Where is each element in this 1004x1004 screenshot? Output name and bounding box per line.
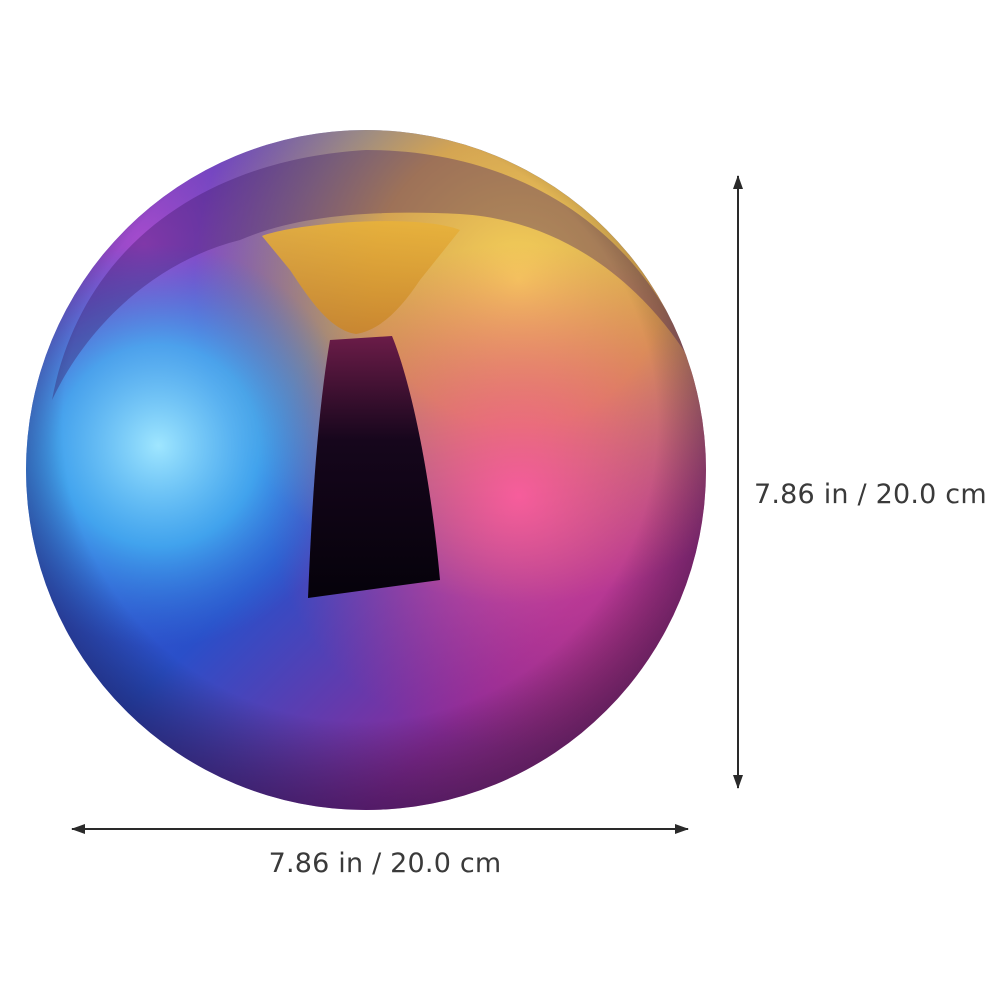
width-dimension-label: 7.86 in / 20.0 cm <box>268 848 502 879</box>
gazing-ball <box>26 130 706 810</box>
height-dimension-label: 7.86 in / 20.0 cm <box>754 479 987 510</box>
